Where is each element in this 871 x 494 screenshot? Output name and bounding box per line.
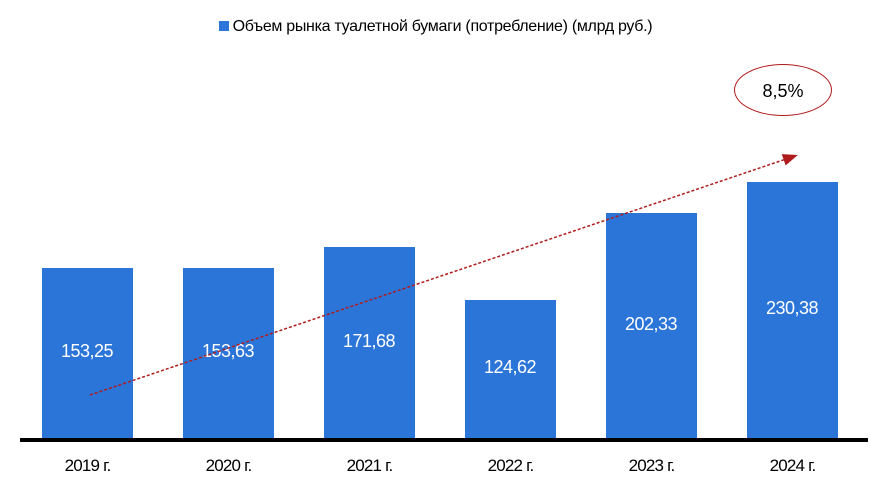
legend-swatch [218, 21, 229, 31]
bar-value-label: 230,38 [765, 298, 819, 319]
x-tick-label: 2020 г. [205, 456, 253, 475]
bar-value-label: 202,33 [624, 314, 678, 335]
x-tick-label: 2021 г. [346, 456, 394, 475]
bar-value-label: 124,62 [483, 357, 537, 378]
bar-2021 [324, 247, 415, 439]
x-tick-label: 2019 г. [64, 456, 112, 475]
x-tick-label: 2023 г. [628, 456, 676, 475]
bar-value-label: 171,68 [342, 331, 396, 352]
bar-value-label: 153,25 [60, 341, 114, 362]
legend-label: Объем рынка туалетной бумаги (потреблени… [232, 18, 653, 35]
x-tick-label: 2024 г. [769, 456, 817, 475]
bar-value-label: 153,63 [201, 341, 255, 362]
cagr-label: 8,5% [762, 81, 804, 101]
bar-2024 [747, 181, 838, 439]
x-axis-line [20, 438, 868, 442]
bar-2019 [42, 267, 133, 439]
bar-2020 [183, 267, 274, 439]
chart-legend: Объем рынка туалетной бумаги (потреблени… [0, 18, 871, 36]
x-tick-label: 2022 г. [487, 456, 535, 475]
bar-2022 [465, 299, 556, 439]
bar-2023 [606, 213, 697, 439]
cagr-ellipse: 8,5% [734, 64, 832, 116]
